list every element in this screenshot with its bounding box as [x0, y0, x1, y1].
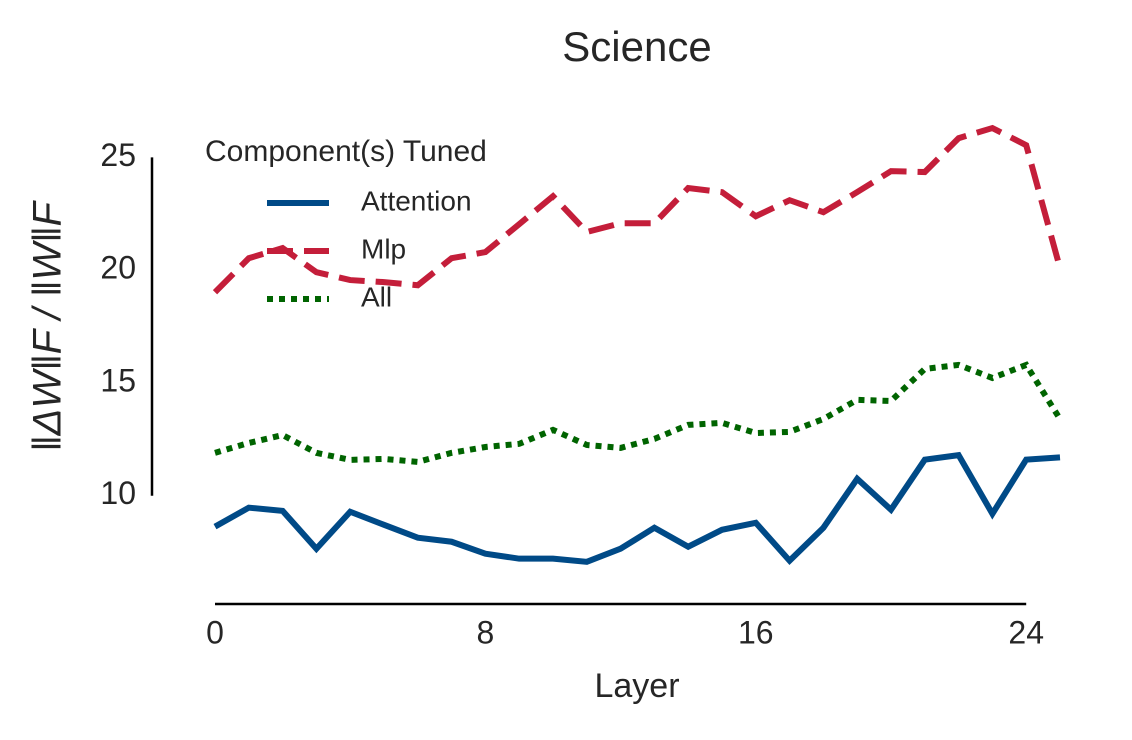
y-tick-label: 20 — [100, 250, 136, 286]
y-tick-label: 15 — [100, 362, 136, 398]
series-line — [214, 361, 1063, 465]
y-tick-label: 10 — [100, 475, 136, 511]
legend-label: All — [361, 281, 392, 312]
series-line — [213, 451, 1061, 566]
x-tick-label: 16 — [738, 614, 774, 650]
legend-label: Attention — [361, 185, 472, 216]
chart-title: Science — [562, 23, 711, 70]
series-line — [212, 124, 1063, 295]
x-tick-label: 0 — [206, 614, 224, 650]
y-axis-label: ‖ΔW‖F / ‖W‖F — [26, 199, 70, 451]
x-axis-label: Layer — [594, 667, 679, 705]
x-tick-label: 24 — [1008, 614, 1044, 650]
y-tick-label: 25 — [100, 137, 136, 173]
x-tick-label: 8 — [477, 614, 495, 650]
legend-title: Component(s) Tuned — [205, 135, 487, 168]
legend-label: Mlp — [361, 233, 406, 264]
